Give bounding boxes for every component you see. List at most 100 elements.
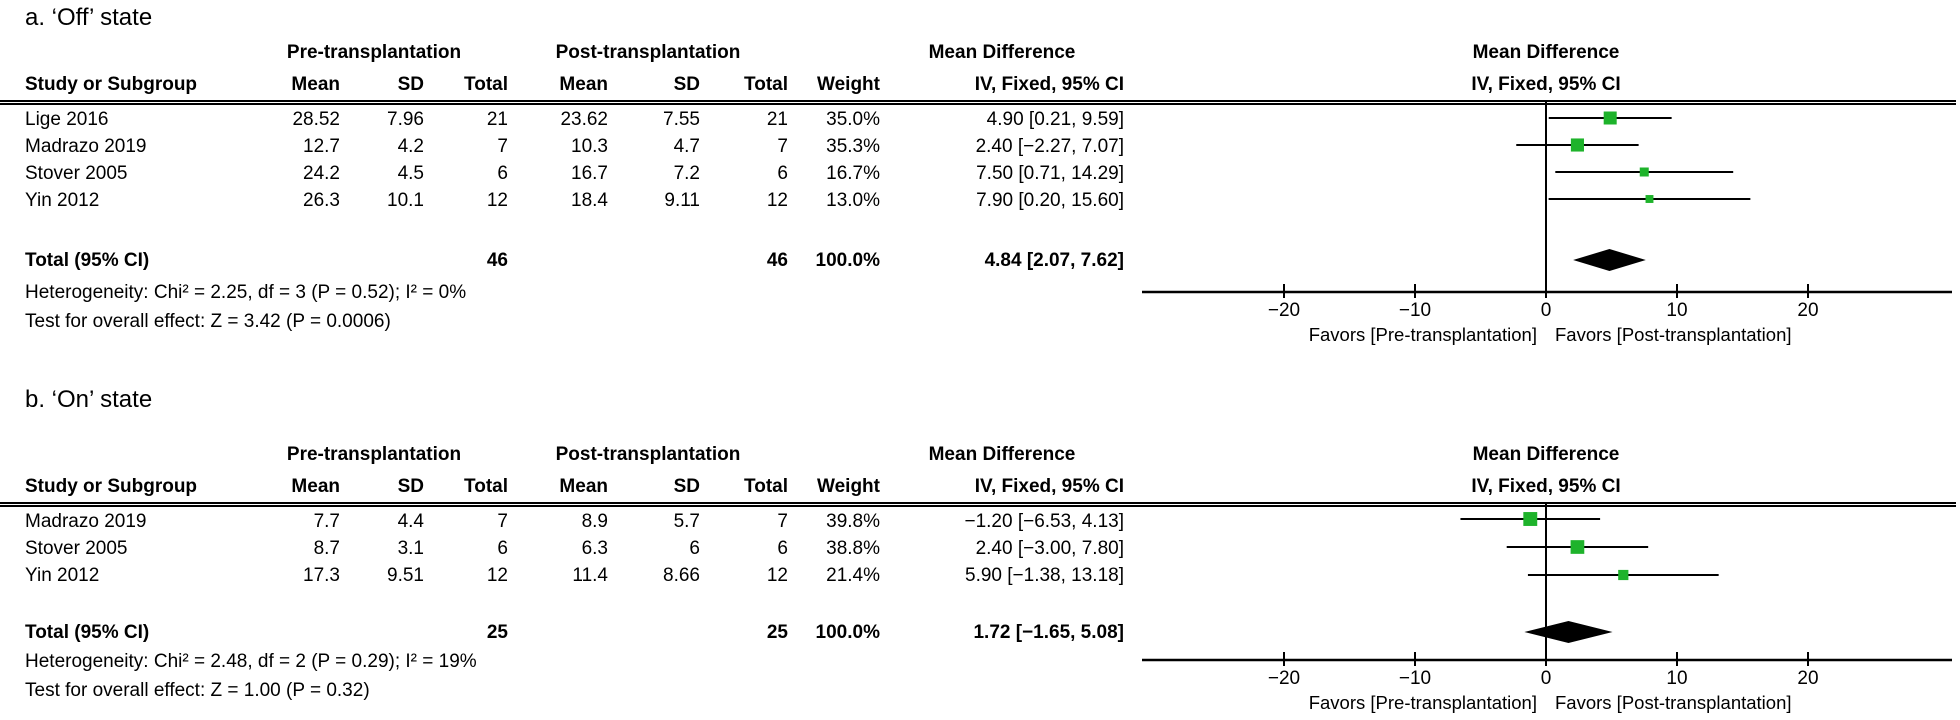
study-column-header: Study or Subgroup (25, 476, 198, 497)
forest-plot-a: −20 −10 0 10 20 Favors [Pre-transplantation] F… (1142, 102, 1952, 345)
total-diamond (1573, 249, 1646, 271)
weight: 13.0% (826, 190, 880, 211)
study-label: Yin 2012 (25, 190, 100, 211)
weight: 35.0% (826, 109, 880, 130)
pre-total: 6 (497, 163, 508, 184)
post-sd: 8.66 (663, 565, 700, 586)
favors-left-label: Favors [Pre-transplantation] (1309, 692, 1537, 713)
post-mean: 18.4 (571, 190, 608, 211)
effect-square (1645, 195, 1654, 203)
sd-column-header: SD (673, 74, 700, 95)
study-row: Yin 2012 26.3 10.1 12 18.4 9.11 12 13.0% 7.90 [0… (25, 187, 1124, 214)
total-column-header: Total (744, 476, 788, 497)
favors-right-label: Favors [Post-transplantation] (1555, 324, 1792, 345)
effect-square (1618, 569, 1629, 581)
ci-column-header: IV, Fixed, 95% CI (974, 476, 1124, 497)
axis-tick-label: −10 (1399, 668, 1431, 689)
study-label: Stover 2005 (25, 538, 128, 559)
post-sd: 9.11 (664, 190, 700, 211)
pre-mean: 24.2 (303, 163, 340, 184)
post-total: 7 (777, 136, 788, 157)
forest-plot-b: −20 −10 0 10 20 Favors [Pre-transplantation] F… (1142, 504, 1952, 713)
post-sd: 4.7 (673, 136, 700, 157)
post-mean: 6.3 (581, 538, 608, 559)
study-row: Madrazo 2019 12.7 4.2 7 10.3 4.7 7 35.3% 2.40 [−… (25, 133, 1124, 160)
study-label: Stover 2005 (25, 163, 128, 184)
md-ci-text: 4.90 [0.21, 9.59] (986, 109, 1124, 130)
post-total: 12 (766, 565, 788, 586)
axis-tick-label: 10 (1666, 300, 1687, 321)
md-ci-text: 7.50 [0.71, 14.29] (976, 163, 1124, 184)
pre-mean: 8.7 (313, 538, 340, 559)
effect-square (1603, 111, 1617, 125)
total-post-n: 46 (766, 250, 788, 271)
total-column-header: Total (464, 476, 508, 497)
total-column-header: Total (744, 74, 788, 95)
study-row: Madrazo 2019 7.7 4.4 7 8.9 5.7 7 39.8% −1.20 [−6… (25, 508, 1124, 535)
header-rule (0, 502, 1956, 507)
panel-a-total-row: Total (95% CI) 46 46 100.0% 4.84 [2.07, … (25, 248, 1124, 273)
mean-difference-header: Mean Difference (928, 444, 1076, 465)
study-label: Madrazo 2019 (25, 511, 147, 532)
panel-a-study-rows: Lige 2016 28.52 7.96 21 23.62 7.55 21 35.0% 4.90… (0, 106, 1960, 214)
axis-tick-label: −10 (1399, 300, 1431, 321)
weight: 38.8% (826, 538, 880, 559)
overall-effect-note: Test for overall effect: Z = 1.00 (P = 0… (25, 680, 370, 701)
total-weight: 100.0% (815, 622, 880, 643)
favors-right-label: Favors [Post-transplantation] (1555, 692, 1792, 713)
heterogeneity-note: Heterogeneity: Chi² = 2.25, df = 3 (P = … (25, 282, 467, 303)
axis-tick-label: 20 (1797, 300, 1818, 321)
post-total: 7 (777, 511, 788, 532)
total-column-header: Total (464, 74, 508, 95)
axis-tick-label: 0 (1541, 300, 1552, 321)
pre-total: 7 (497, 136, 508, 157)
pre-sd: 3.1 (397, 538, 424, 559)
total-label: Total (95% CI) (25, 250, 150, 271)
mean-column-header: Mean (291, 74, 340, 95)
post-mean: 23.62 (560, 109, 608, 130)
axis-tick-label: −20 (1268, 300, 1300, 321)
weight-column-header: Weight (817, 74, 880, 95)
pre-mean: 28.52 (292, 109, 340, 130)
post-total: 6 (777, 538, 788, 559)
total-label: Total (95% CI) (25, 622, 150, 643)
panel-a-title: a. ‘Off’ state (25, 4, 153, 31)
total-pre-n: 46 (486, 250, 508, 271)
post-sd: 5.7 (673, 511, 700, 532)
pre-sd: 4.4 (397, 511, 424, 532)
ci-column-header: IV, Fixed, 95% CI (974, 74, 1124, 95)
panel-b-group-header-row: Pre-transplantation Post-transplantation… (25, 442, 1124, 468)
md-ci-text: 2.40 [−3.00, 7.80] (975, 538, 1124, 559)
pre-sd: 4.2 (397, 136, 424, 157)
plot-ci-header: IV, Fixed, 95% CI (1471, 74, 1621, 95)
sd-column-header: SD (397, 476, 424, 497)
study-label: Madrazo 2019 (25, 136, 147, 157)
effect-square (1570, 540, 1585, 554)
study-row: Yin 2012 17.3 9.51 12 11.4 8.66 12 21.4% 5.90 [−… (25, 562, 1124, 589)
pre-sd: 4.5 (397, 163, 424, 184)
pre-total: 12 (486, 565, 508, 586)
post-sd: 7.2 (673, 163, 700, 184)
panel-b-column-header-row: Study or Subgroup Mean SD Total Mean SD … (25, 474, 1124, 500)
panel-a-group-header-row: Pre-transplantation Post-transplantation… (25, 40, 1124, 66)
pre-total: 7 (497, 511, 508, 532)
overall-effect-note: Test for overall effect: Z = 3.42 (P = 0… (25, 311, 391, 332)
pre-sd: 9.51 (387, 565, 424, 586)
mean-column-header: Mean (559, 74, 608, 95)
pre-mean: 7.7 (313, 511, 340, 532)
effect-square (1523, 512, 1538, 526)
sd-column-header: SD (397, 74, 424, 95)
post-mean: 11.4 (572, 565, 608, 586)
pre-total: 12 (486, 190, 508, 211)
pre-sd: 10.1 (387, 190, 424, 211)
weight: 39.8% (826, 511, 880, 532)
pre-mean: 12.7 (303, 136, 340, 157)
effect-square (1570, 138, 1584, 152)
pre-mean: 17.3 (303, 565, 340, 586)
md-ci-text: −1.20 [−6.53, 4.13] (964, 511, 1124, 532)
mean-column-header: Mean (291, 476, 340, 497)
study-row: Lige 2016 28.52 7.96 21 23.62 7.55 21 35.0% 4.90… (25, 106, 1124, 133)
